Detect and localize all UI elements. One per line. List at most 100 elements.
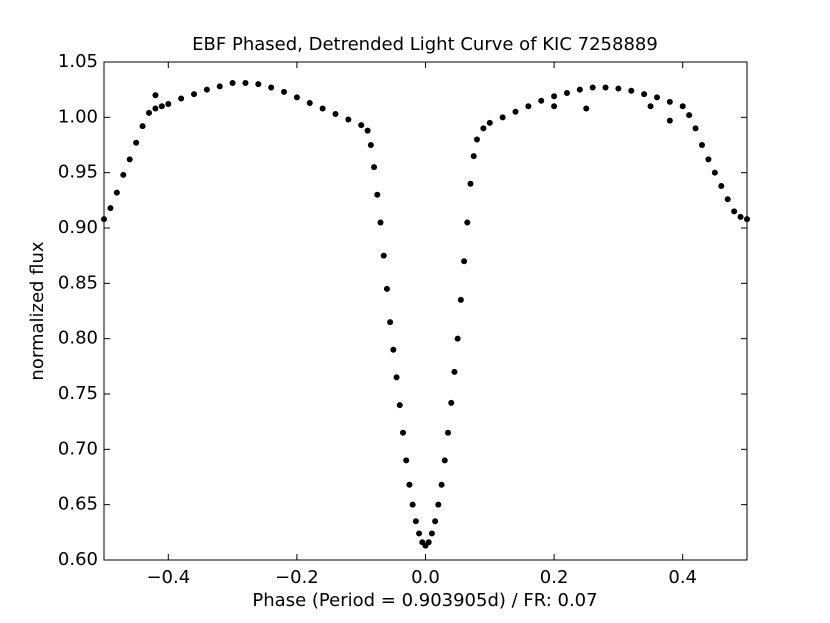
data-point	[731, 208, 738, 215]
data-point	[724, 196, 731, 203]
data-point	[432, 518, 439, 525]
y-tick-label: 0.80	[58, 328, 98, 349]
x-tick-label: 0.4	[668, 567, 697, 588]
data-point	[416, 530, 423, 537]
x-tick-label: −0.4	[146, 567, 190, 588]
data-point	[692, 125, 699, 132]
data-point	[602, 84, 609, 91]
data-point	[641, 91, 648, 98]
data-point	[435, 501, 442, 508]
y-tick-label: 1.00	[58, 106, 98, 127]
data-point	[744, 216, 750, 223]
data-point	[470, 153, 477, 160]
data-point	[666, 98, 673, 105]
data-point	[451, 368, 458, 375]
data-point	[718, 182, 725, 189]
data-point	[628, 87, 635, 94]
data-point	[647, 103, 654, 110]
data-point	[377, 219, 384, 226]
data-point	[473, 136, 480, 143]
data-point	[358, 122, 365, 129]
y-tick-label: 0.60	[58, 549, 98, 570]
data-point	[551, 103, 558, 110]
data-point	[464, 219, 471, 226]
data-point	[454, 335, 461, 342]
data-point	[374, 191, 381, 198]
data-point	[403, 457, 410, 464]
data-point	[563, 89, 570, 96]
data-point	[409, 501, 416, 508]
data-point	[525, 103, 532, 110]
data-point	[255, 81, 262, 88]
chart-title: EBF Phased, Detrended Light Curve of KIC…	[192, 34, 658, 55]
data-point	[425, 539, 432, 546]
data-point	[499, 114, 506, 121]
data-point	[589, 84, 596, 91]
data-point	[191, 91, 198, 98]
data-point	[396, 402, 403, 409]
data-point	[306, 99, 313, 106]
data-point	[428, 530, 435, 537]
data-point	[679, 103, 686, 110]
x-tick-label: 0.0	[411, 567, 440, 588]
data-point	[101, 216, 107, 223]
data-point	[576, 86, 583, 93]
data-point	[445, 429, 452, 436]
data-point	[711, 169, 718, 176]
y-tick-label: 0.70	[58, 438, 98, 459]
data-point	[126, 156, 133, 163]
data-point	[390, 346, 397, 353]
data-point	[441, 457, 448, 464]
data-point	[242, 80, 249, 87]
data-point	[480, 125, 487, 132]
data-point	[512, 108, 519, 115]
data-point	[229, 80, 236, 87]
data-point	[383, 285, 390, 292]
y-tick-label: 0.90	[58, 217, 98, 238]
y-tick-label: 0.65	[58, 494, 98, 515]
data-point	[178, 95, 185, 102]
data-point	[393, 374, 400, 381]
x-tick-label: −0.2	[275, 567, 319, 588]
data-point	[666, 117, 673, 124]
data-point	[139, 123, 146, 130]
data-point	[538, 97, 545, 104]
data-point	[686, 112, 693, 119]
x-axis-label: Phase (Period = 0.903905d) / FR: 0.07	[252, 590, 597, 611]
y-tick-label: 1.05	[58, 51, 98, 72]
data-point	[367, 142, 374, 148]
y-axis-label: normalized flux	[27, 241, 48, 380]
data-point	[216, 83, 223, 90]
data-point	[293, 94, 300, 101]
x-tick-label: 0.2	[540, 567, 569, 588]
data-point	[461, 258, 468, 265]
data-point	[406, 481, 413, 488]
data-point	[120, 171, 127, 178]
data-point	[653, 94, 660, 101]
data-point	[387, 319, 394, 326]
data-point	[203, 86, 210, 93]
data-point	[412, 518, 419, 525]
data-point	[332, 111, 339, 118]
data-point	[448, 399, 455, 406]
data-point	[146, 109, 153, 116]
data-point	[345, 116, 352, 123]
data-point	[698, 142, 705, 148]
data-point	[107, 205, 114, 212]
data-point	[457, 296, 464, 303]
data-point	[158, 103, 165, 110]
data-point	[438, 481, 445, 488]
data-point	[583, 105, 590, 112]
data-point	[281, 88, 288, 95]
data-point	[615, 85, 622, 92]
data-point	[380, 252, 387, 259]
data-point	[551, 93, 558, 100]
data-point	[371, 164, 378, 171]
y-tick-label: 0.85	[58, 272, 98, 293]
y-tick-label: 0.75	[58, 383, 98, 404]
data-point	[467, 180, 474, 187]
data-point	[486, 119, 493, 126]
data-point	[165, 101, 172, 108]
data-point	[737, 213, 744, 220]
